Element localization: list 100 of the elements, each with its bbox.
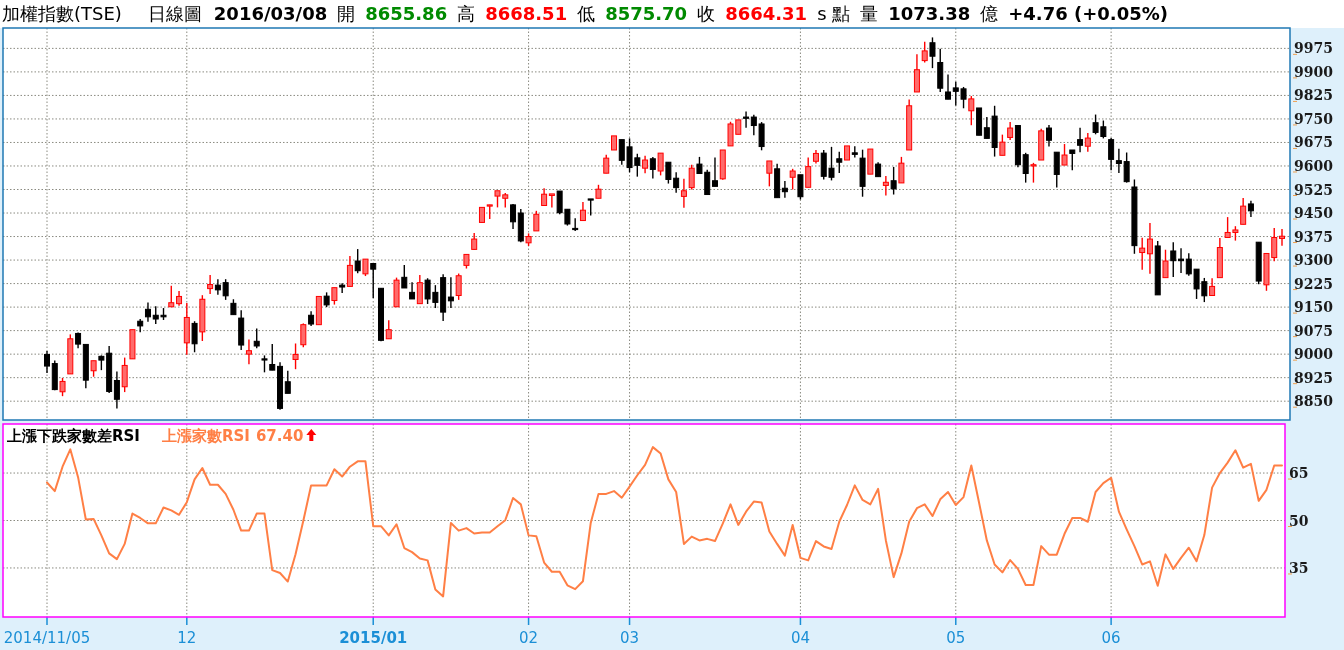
candlestick: [1069, 149, 1076, 172]
y-tick-label: 50: [1289, 512, 1309, 529]
candlestick: [1108, 137, 1115, 172]
candlestick: [416, 274, 423, 305]
candlestick: [680, 178, 687, 209]
candlestick: [1030, 162, 1037, 184]
y-tick-label: 9075: [1294, 322, 1333, 339]
candlestick: [945, 73, 952, 100]
candlestick: [339, 282, 346, 294]
candlestick: [168, 285, 175, 308]
candlestick: [121, 356, 128, 393]
candlestick: [805, 156, 812, 189]
x-tick-label: 2015/01: [339, 629, 408, 647]
candlestick: [766, 160, 773, 188]
candlestick: [533, 210, 540, 232]
candlestick: [657, 152, 664, 177]
text: 8668.51: [485, 3, 568, 24]
y-tick-label: 9975: [1294, 40, 1333, 57]
y-tick-label: 9150: [1294, 299, 1334, 316]
candlestick: [370, 262, 377, 299]
candlestick: [447, 276, 454, 309]
candlestick: [929, 36, 936, 69]
candlestick: [44, 350, 50, 374]
candlestick: [207, 274, 214, 295]
y-tick-label: 9000: [1294, 346, 1334, 363]
y-tick-label: 65: [1289, 465, 1309, 482]
y-tick-label: 9525: [1294, 181, 1333, 198]
candlestick: [1178, 247, 1185, 274]
y-tick-label: 9300: [1294, 252, 1334, 269]
x-tick-label: 06: [1101, 629, 1121, 647]
text: 8575.70: [605, 3, 688, 24]
candlestick: [510, 203, 517, 230]
x-tick-label: 12: [177, 629, 197, 647]
candlestick: [1053, 151, 1060, 189]
candlestick: [743, 110, 750, 129]
candlestick: [603, 153, 610, 174]
candlestick: [649, 156, 656, 180]
candlestick: [913, 53, 920, 93]
annotation: 67.40: [255, 427, 304, 445]
candlestick: [1084, 132, 1091, 153]
text: 開: [337, 3, 356, 24]
y-tick-label: 9600: [1294, 157, 1334, 174]
candlestick: [968, 95, 975, 126]
candlestick: [300, 322, 307, 348]
candlestick: [292, 342, 299, 370]
candlestick: [1279, 228, 1285, 247]
candlestick: [781, 180, 788, 199]
x-tick-label: 04: [790, 629, 810, 647]
candlestick: [1115, 148, 1122, 174]
candlestick: [572, 217, 579, 232]
candlestick: [1170, 241, 1177, 278]
candlestick: [269, 343, 276, 371]
candlestick: [688, 164, 695, 191]
x-tick-label: 2014/11/05: [3, 629, 91, 647]
y-tick-label: 9225: [1294, 275, 1333, 292]
text: 高: [457, 3, 476, 24]
text: 上漲家數RSI: [160, 427, 250, 445]
candlestick: [1240, 197, 1247, 226]
y-tick-label: 9450: [1294, 205, 1334, 222]
candlestick: [836, 151, 843, 174]
candlestick: [921, 41, 928, 64]
y-tick-label: 9825: [1294, 87, 1333, 104]
candlestick: [548, 193, 555, 209]
text: 8664.31: [725, 3, 808, 24]
candlestick: [354, 248, 361, 274]
candlestick: [253, 327, 260, 349]
chart-title: 加權指數(TSE): [2, 3, 122, 24]
text: +4.76 (+0.05%): [1008, 3, 1168, 24]
y-tick-label: 8925: [1294, 369, 1333, 386]
chart-title: 上漲下跌家數差RSI: [6, 427, 140, 445]
candlestick: [1077, 127, 1084, 153]
text: s 點: [817, 3, 851, 24]
candlestick: [284, 370, 291, 395]
candlestick: [113, 370, 120, 410]
chart-subtitle: 日線圖: [147, 3, 202, 24]
candlestick: [59, 377, 66, 397]
y-tick-label: 8850: [1294, 393, 1334, 410]
line-series: [46, 446, 1283, 598]
candlestick: [789, 168, 796, 191]
candlestick: [711, 156, 718, 188]
text: 1073.38: [888, 3, 971, 24]
candlestick: [579, 201, 586, 222]
y-tick-label: 9750: [1294, 110, 1334, 127]
y-tick-label: 9675: [1294, 134, 1333, 151]
candlestick: [882, 175, 889, 197]
candlestick: [890, 166, 897, 196]
text: 8655.86: [365, 3, 448, 24]
y-tick-label: 9375: [1294, 228, 1333, 245]
text: 低: [577, 3, 596, 24]
candlestick: [797, 174, 804, 201]
candlestick: [1162, 249, 1169, 279]
candlestick: [1146, 222, 1153, 275]
candlestick: [144, 301, 151, 323]
y-tick-label: 35: [1289, 559, 1309, 576]
candlestick: [898, 156, 905, 184]
text: 收: [697, 3, 716, 24]
text: 2016/03/08: [213, 3, 328, 24]
x-tick-label: 02: [519, 629, 539, 647]
candlestick: [245, 338, 252, 365]
candlestick: [385, 319, 392, 340]
